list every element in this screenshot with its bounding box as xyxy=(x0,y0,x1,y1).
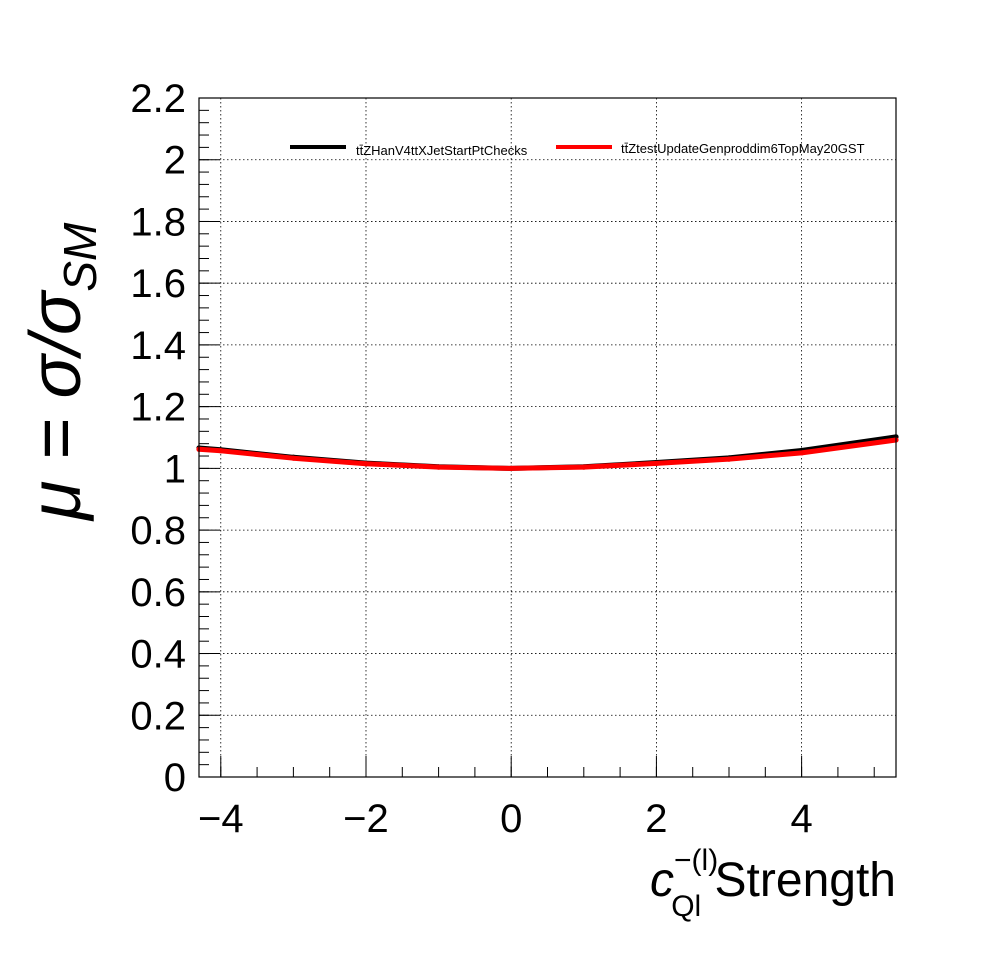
y-axis-title-subscript: SM xyxy=(54,222,106,292)
series-layer xyxy=(196,434,899,471)
grid xyxy=(199,97,896,778)
y-tick-label: 1.4 xyxy=(130,324,186,368)
series-2-point xyxy=(726,456,732,462)
x-tick-label: −4 xyxy=(198,797,244,841)
x-tick-label: 0 xyxy=(500,797,522,841)
series-2-point xyxy=(799,450,805,456)
y-tick-label: 2.2 xyxy=(130,77,186,121)
x-tick-label: −2 xyxy=(343,797,389,841)
tick-labels: 0 0.2 0.4 0.6 0.8 1 1.2 1.4 1.6 1.8 2 2.2 −4 −2 0 2 4 xyxy=(130,77,812,841)
y-tick-label: 0.2 xyxy=(130,694,186,738)
y-tick-label: 1.2 xyxy=(130,386,186,430)
series-2-point xyxy=(363,461,369,467)
x-axis-title-symbol: c xyxy=(650,854,674,907)
y-tick-label: 0.8 xyxy=(130,509,186,553)
y-tick-label: 1.8 xyxy=(130,200,186,244)
legend-label-series-2: tt̄ZtestUpdateGenproddim6TopMay20GST xyxy=(621,141,865,156)
y-tick-label: 0 xyxy=(164,756,186,800)
series-2-point xyxy=(581,464,587,470)
y-tick-label: 1.6 xyxy=(130,262,186,306)
x-axis-title-subscript: Ql xyxy=(671,890,701,923)
x-tick-label: 2 xyxy=(645,797,667,841)
axis-ticks xyxy=(199,97,875,778)
legend-label-series-1: tt̄ZHanV4ttXJetStartPtChecks xyxy=(356,143,528,158)
x-axis-title-superscript: −(l) xyxy=(674,844,718,877)
series-2-point xyxy=(508,465,514,471)
series-2-point xyxy=(435,464,442,470)
x-axis-title-text: Strength xyxy=(701,854,896,907)
legend: tt̄ZHanV4ttXJetStartPtChecks tt̄ZtestUpd… xyxy=(290,141,865,158)
series-2-point xyxy=(290,455,296,461)
y-tick-label: 2 xyxy=(164,139,186,183)
series-line-2 xyxy=(196,437,899,471)
series-2-point xyxy=(218,448,224,454)
y-tick-label: 1 xyxy=(164,447,186,491)
y-axis-title-main: μ = σ/σ xyxy=(16,289,96,522)
plot-frame xyxy=(198,97,897,778)
y-tick-label: 0.4 xyxy=(130,633,186,677)
x-tick-label: 4 xyxy=(790,797,812,841)
series-2-point xyxy=(653,460,660,467)
x-axis-title: c−(l) Ql Strength xyxy=(650,844,896,923)
y-tick-label: 0.6 xyxy=(130,571,186,615)
y-axis-title: μ = σ/σSM xyxy=(16,222,106,522)
